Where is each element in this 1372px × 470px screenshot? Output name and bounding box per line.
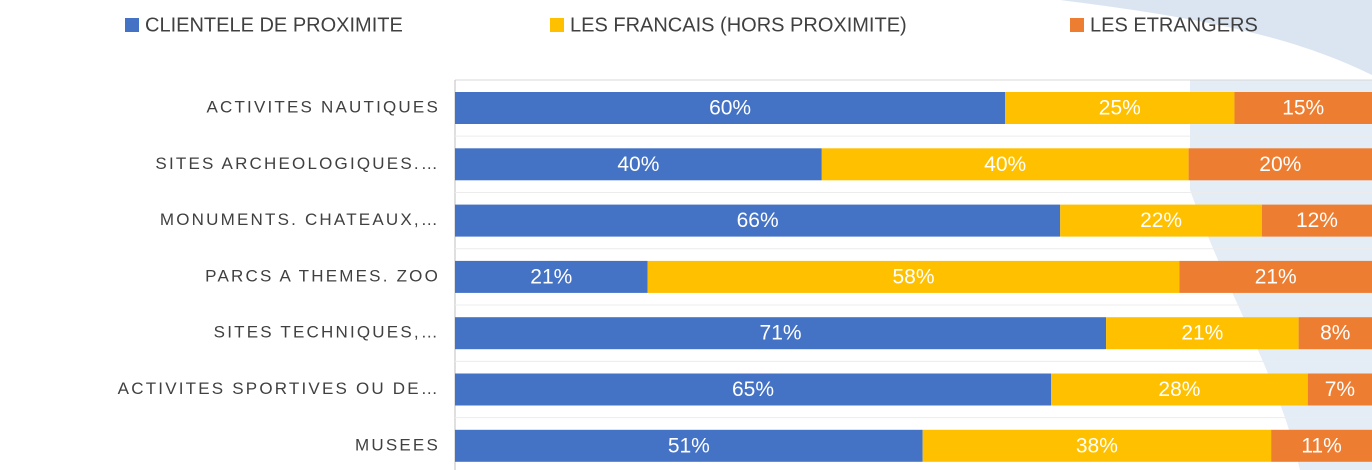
data-label: 15% bbox=[1282, 97, 1324, 120]
legend-label: LES ETRANGERS bbox=[1090, 14, 1258, 36]
data-label: 21% bbox=[530, 265, 572, 288]
legend-swatch bbox=[550, 18, 564, 32]
bar-segment bbox=[455, 260, 648, 293]
data-label: 51% bbox=[668, 434, 710, 457]
bar-segment bbox=[1261, 204, 1372, 237]
category-label: MUSEES bbox=[355, 435, 440, 454]
data-label: 66% bbox=[737, 209, 779, 232]
bar-segment bbox=[455, 429, 923, 462]
bar-segment bbox=[455, 373, 1052, 406]
data-label: 21% bbox=[1255, 265, 1297, 288]
bar-segment bbox=[1051, 373, 1308, 406]
legend-label: LES FRANCAIS (HORS PROXIMITE) bbox=[570, 14, 907, 36]
data-label: 8% bbox=[1320, 322, 1350, 345]
bar-segment bbox=[455, 92, 1006, 124]
bar-segment bbox=[455, 148, 822, 181]
bar-segment bbox=[821, 148, 1189, 181]
bar-segment bbox=[1005, 92, 1235, 124]
data-label: 20% bbox=[1259, 153, 1301, 176]
bar-segment bbox=[1298, 317, 1372, 350]
category-label: SITES ARCHEOLOGIQUES.… bbox=[155, 154, 440, 173]
bar-segment bbox=[455, 204, 1061, 237]
bar-segment bbox=[1106, 317, 1299, 350]
bar-segment bbox=[1179, 260, 1372, 293]
legend-swatch bbox=[125, 18, 139, 32]
data-label: 65% bbox=[732, 378, 774, 401]
category-label: ACTIVITES SPORTIVES OU DE… bbox=[118, 379, 440, 398]
bar-segment bbox=[1307, 373, 1372, 406]
bar-segment bbox=[647, 260, 1180, 293]
bar-segment bbox=[1188, 148, 1372, 181]
legend-swatch bbox=[1070, 18, 1084, 32]
data-label: 21% bbox=[1181, 322, 1223, 345]
bar-segment bbox=[1271, 429, 1372, 462]
data-label: 40% bbox=[984, 153, 1026, 176]
data-label: 22% bbox=[1140, 209, 1182, 232]
data-label: 28% bbox=[1158, 378, 1200, 401]
bar-segment bbox=[1234, 92, 1372, 124]
category-label: MONUMENTS. CHATEAUX,… bbox=[160, 210, 440, 229]
data-label: 58% bbox=[892, 265, 934, 288]
bar-segment bbox=[922, 429, 1272, 462]
bar-segment bbox=[455, 317, 1107, 350]
category-label: SITES TECHNIQUES,… bbox=[214, 323, 440, 342]
background-shape bbox=[1060, 0, 1372, 75]
legend-label: CLIENTELE DE PROXIMITE bbox=[145, 14, 403, 36]
category-label: ACTIVITES NAUTIQUES bbox=[206, 97, 440, 116]
data-label: 25% bbox=[1099, 97, 1141, 120]
data-label: 7% bbox=[1325, 378, 1355, 401]
data-label: 40% bbox=[617, 153, 659, 176]
data-label: 11% bbox=[1301, 434, 1341, 457]
data-label: 71% bbox=[760, 322, 802, 345]
data-label: 12% bbox=[1296, 209, 1338, 232]
data-label: 38% bbox=[1076, 434, 1118, 457]
bar-segment bbox=[1060, 204, 1262, 237]
data-label: 60% bbox=[709, 97, 751, 120]
category-label: PARCS A THEMES. ZOO bbox=[205, 266, 440, 285]
